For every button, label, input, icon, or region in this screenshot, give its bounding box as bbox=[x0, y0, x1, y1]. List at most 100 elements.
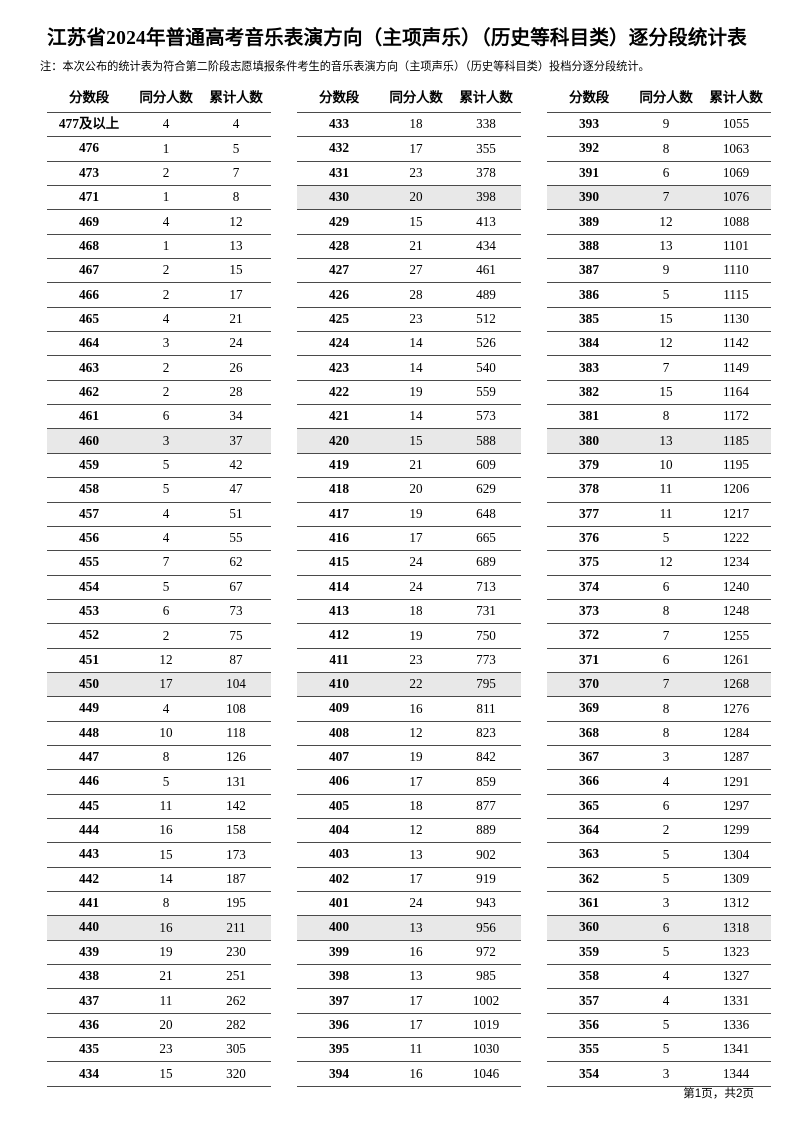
table-row: 384 12 1142 bbox=[547, 331, 771, 356]
table-row: 425 23 512 bbox=[297, 306, 521, 332]
cell-same-count: 14 bbox=[381, 404, 451, 429]
table-row: 442 14 187 bbox=[47, 866, 271, 892]
table-row: 366 4 1291 bbox=[547, 769, 771, 795]
cell-cumulative-count: 1217 bbox=[701, 501, 771, 527]
column-header-cumulative-count: 累计人数 bbox=[209, 90, 263, 106]
cell-score: 369 bbox=[547, 696, 631, 722]
cell-same-count: 18 bbox=[381, 112, 451, 137]
cell-cumulative-count: 398 bbox=[451, 185, 521, 210]
cell-score: 376 bbox=[547, 525, 631, 551]
cell-cumulative-count: 230 bbox=[201, 939, 271, 965]
cell-cumulative-count: 87 bbox=[201, 647, 271, 673]
cell-cumulative-count: 795 bbox=[451, 671, 521, 697]
cell-same-count: 4 bbox=[131, 112, 201, 137]
table-panel-2: 分数段 同分人数 累计人数 393 9 1055 392 8 1063 391 6 1069 39… bbox=[534, 86, 784, 1087]
cell-cumulative-count: 1240 bbox=[701, 574, 771, 600]
table-row: 468 1 13 bbox=[47, 233, 271, 259]
cell-cumulative-count: 1248 bbox=[701, 598, 771, 624]
cell-cumulative-count: 750 bbox=[451, 623, 521, 649]
page-footer: 第1页，共2页 bbox=[683, 1087, 754, 1100]
cell-score: 421 bbox=[297, 404, 381, 429]
cell-same-count: 11 bbox=[381, 1037, 451, 1062]
cell-score: 469 bbox=[47, 209, 131, 235]
cell-cumulative-count: 1055 bbox=[701, 112, 771, 137]
cell-same-count: 15 bbox=[631, 379, 701, 405]
cell-score: 404 bbox=[297, 817, 381, 843]
table-row: 397 17 1002 bbox=[297, 988, 521, 1014]
cell-same-count: 8 bbox=[631, 136, 701, 162]
cell-same-count: 17 bbox=[381, 769, 451, 795]
table-row: 452 2 75 bbox=[47, 623, 271, 649]
cell-score: 416 bbox=[297, 525, 381, 551]
cell-score: 459 bbox=[47, 452, 131, 478]
cell-score: 412 bbox=[297, 623, 381, 649]
cell-same-count: 11 bbox=[631, 501, 701, 527]
table-row: 436 20 282 bbox=[47, 1012, 271, 1038]
table-row: 389 12 1088 bbox=[547, 209, 771, 235]
cell-score: 401 bbox=[297, 891, 381, 916]
cell-cumulative-count: 943 bbox=[451, 891, 521, 916]
cell-cumulative-count: 902 bbox=[451, 842, 521, 868]
table-row: 380 13 1185 bbox=[547, 428, 771, 454]
cell-same-count: 19 bbox=[381, 501, 451, 527]
cell-same-count: 3 bbox=[131, 331, 201, 356]
cell-cumulative-count: 1291 bbox=[701, 769, 771, 795]
cell-same-count: 5 bbox=[631, 1012, 701, 1038]
table-header-1: 分数段 同分人数 累计人数 bbox=[297, 86, 521, 113]
cell-score: 411 bbox=[297, 647, 381, 673]
cell-cumulative-count: 919 bbox=[451, 866, 521, 892]
column-header-score: 分数段 bbox=[69, 90, 109, 106]
cell-score: 448 bbox=[47, 720, 131, 746]
table-row: 377 11 1217 bbox=[547, 501, 771, 527]
cell-same-count: 6 bbox=[131, 598, 201, 624]
cell-same-count: 21 bbox=[381, 452, 451, 478]
cell-cumulative-count: 108 bbox=[201, 696, 271, 722]
table-row: 406 17 859 bbox=[297, 769, 521, 795]
table-row: 410 22 795 bbox=[297, 671, 521, 697]
cell-cumulative-count: 104 bbox=[201, 671, 271, 697]
cell-cumulative-count: 4 bbox=[201, 112, 271, 137]
cell-cumulative-count: 609 bbox=[451, 452, 521, 478]
cell-same-count: 5 bbox=[631, 282, 701, 308]
cell-score: 392 bbox=[547, 136, 631, 162]
table-row: 401 24 943 bbox=[297, 891, 521, 916]
cell-score: 384 bbox=[547, 331, 631, 356]
table-panel-1: 分数段 同分人数 累计人数 433 18 338 432 17 355 431 23 378 43… bbox=[284, 86, 534, 1087]
cell-score: 452 bbox=[47, 623, 131, 649]
cell-same-count: 1 bbox=[131, 136, 201, 162]
table-row: 398 13 985 bbox=[297, 964, 521, 989]
cell-score: 402 bbox=[297, 866, 381, 892]
cell-score: 476 bbox=[47, 136, 131, 162]
cell-cumulative-count: 42 bbox=[201, 452, 271, 478]
table-row: 455 7 62 bbox=[47, 550, 271, 576]
cell-score: 419 bbox=[297, 452, 381, 478]
cell-same-count: 17 bbox=[381, 136, 451, 162]
cell-same-count: 23 bbox=[131, 1037, 201, 1062]
cell-same-count: 20 bbox=[131, 1012, 201, 1038]
cell-cumulative-count: 665 bbox=[451, 525, 521, 551]
table-row: 421 14 573 bbox=[297, 404, 521, 429]
table-row: 466 2 17 bbox=[47, 282, 271, 308]
cell-score: 433 bbox=[297, 112, 381, 137]
table-row: 453 6 73 bbox=[47, 598, 271, 624]
table-row: 376 5 1222 bbox=[547, 525, 771, 551]
cell-cumulative-count: 489 bbox=[451, 282, 521, 308]
table-header-0: 分数段 同分人数 累计人数 bbox=[47, 86, 271, 113]
cell-score: 370 bbox=[547, 671, 631, 697]
cell-score: 358 bbox=[547, 964, 631, 989]
cell-same-count: 3 bbox=[631, 891, 701, 916]
cell-same-count: 12 bbox=[631, 209, 701, 235]
table-row: 382 15 1164 bbox=[547, 379, 771, 405]
score-table-2: 分数段 同分人数 累计人数 393 9 1055 392 8 1063 391 6 1069 39… bbox=[547, 86, 771, 1087]
cell-same-count: 5 bbox=[131, 452, 201, 478]
cell-score: 406 bbox=[297, 769, 381, 795]
cell-same-count: 7 bbox=[631, 185, 701, 210]
table-row: 428 21 434 bbox=[297, 233, 521, 259]
cell-score: 399 bbox=[297, 939, 381, 965]
cell-score: 442 bbox=[47, 866, 131, 892]
cell-same-count: 7 bbox=[631, 355, 701, 381]
cell-score: 363 bbox=[547, 842, 631, 868]
table-row: 392 8 1063 bbox=[547, 136, 771, 162]
cell-score: 408 bbox=[297, 720, 381, 746]
cell-cumulative-count: 37 bbox=[201, 428, 271, 454]
